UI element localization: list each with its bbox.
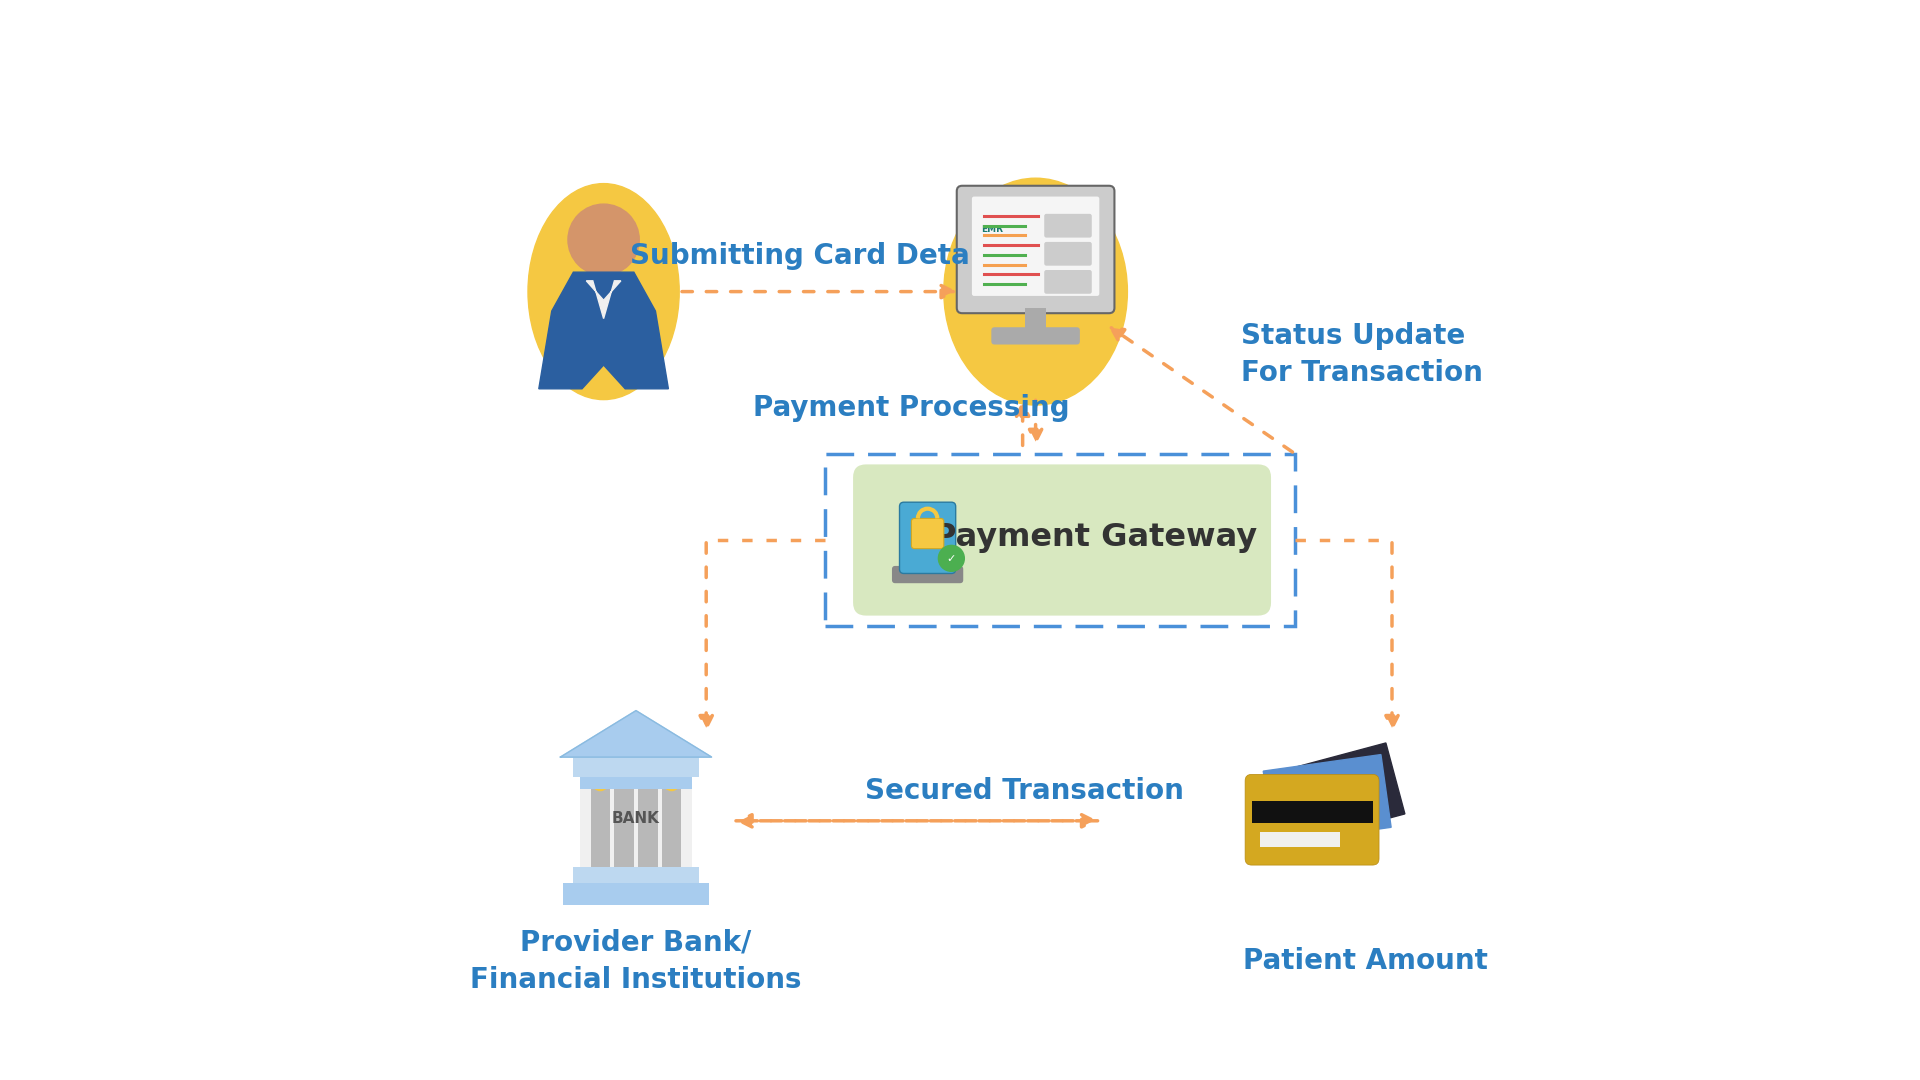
Polygon shape	[1263, 755, 1392, 843]
FancyBboxPatch shape	[1044, 214, 1092, 238]
Text: Payment Gateway: Payment Gateway	[933, 523, 1258, 553]
FancyBboxPatch shape	[1025, 308, 1046, 337]
FancyBboxPatch shape	[1044, 270, 1092, 294]
Polygon shape	[540, 272, 668, 389]
Ellipse shape	[945, 178, 1127, 405]
Circle shape	[939, 545, 964, 571]
Polygon shape	[1271, 743, 1405, 845]
FancyBboxPatch shape	[893, 566, 964, 583]
Text: Patient Amount: Patient Amount	[1242, 947, 1488, 975]
Text: ✓: ✓	[947, 554, 956, 565]
Polygon shape	[561, 711, 712, 757]
Text: EMR: EMR	[981, 225, 1004, 233]
FancyBboxPatch shape	[852, 464, 1271, 616]
FancyBboxPatch shape	[580, 777, 693, 789]
Circle shape	[664, 775, 680, 791]
FancyBboxPatch shape	[1260, 832, 1340, 847]
Text: Status Update
For Transaction: Status Update For Transaction	[1240, 322, 1482, 387]
Circle shape	[568, 204, 639, 275]
Text: Payment Processing: Payment Processing	[753, 394, 1069, 422]
FancyBboxPatch shape	[574, 867, 699, 883]
Text: Submitting Card Details: Submitting Card Details	[630, 242, 1006, 270]
FancyBboxPatch shape	[662, 789, 682, 867]
FancyBboxPatch shape	[591, 789, 611, 867]
FancyBboxPatch shape	[563, 883, 710, 905]
FancyBboxPatch shape	[1252, 801, 1373, 823]
FancyBboxPatch shape	[574, 757, 699, 777]
FancyBboxPatch shape	[899, 502, 956, 573]
FancyBboxPatch shape	[1244, 774, 1379, 865]
FancyBboxPatch shape	[1044, 242, 1092, 266]
FancyBboxPatch shape	[637, 789, 657, 867]
FancyBboxPatch shape	[912, 518, 945, 549]
FancyBboxPatch shape	[580, 779, 693, 867]
Polygon shape	[586, 281, 620, 319]
Circle shape	[593, 775, 609, 791]
Ellipse shape	[528, 184, 680, 400]
FancyBboxPatch shape	[972, 197, 1100, 296]
Text: BANK: BANK	[612, 811, 660, 826]
Text: Secured Transaction: Secured Transaction	[866, 777, 1185, 805]
FancyBboxPatch shape	[614, 789, 634, 867]
FancyBboxPatch shape	[956, 186, 1114, 313]
Text: Provider Bank/
Financial Institutions: Provider Bank/ Financial Institutions	[470, 929, 803, 994]
FancyBboxPatch shape	[991, 327, 1079, 345]
